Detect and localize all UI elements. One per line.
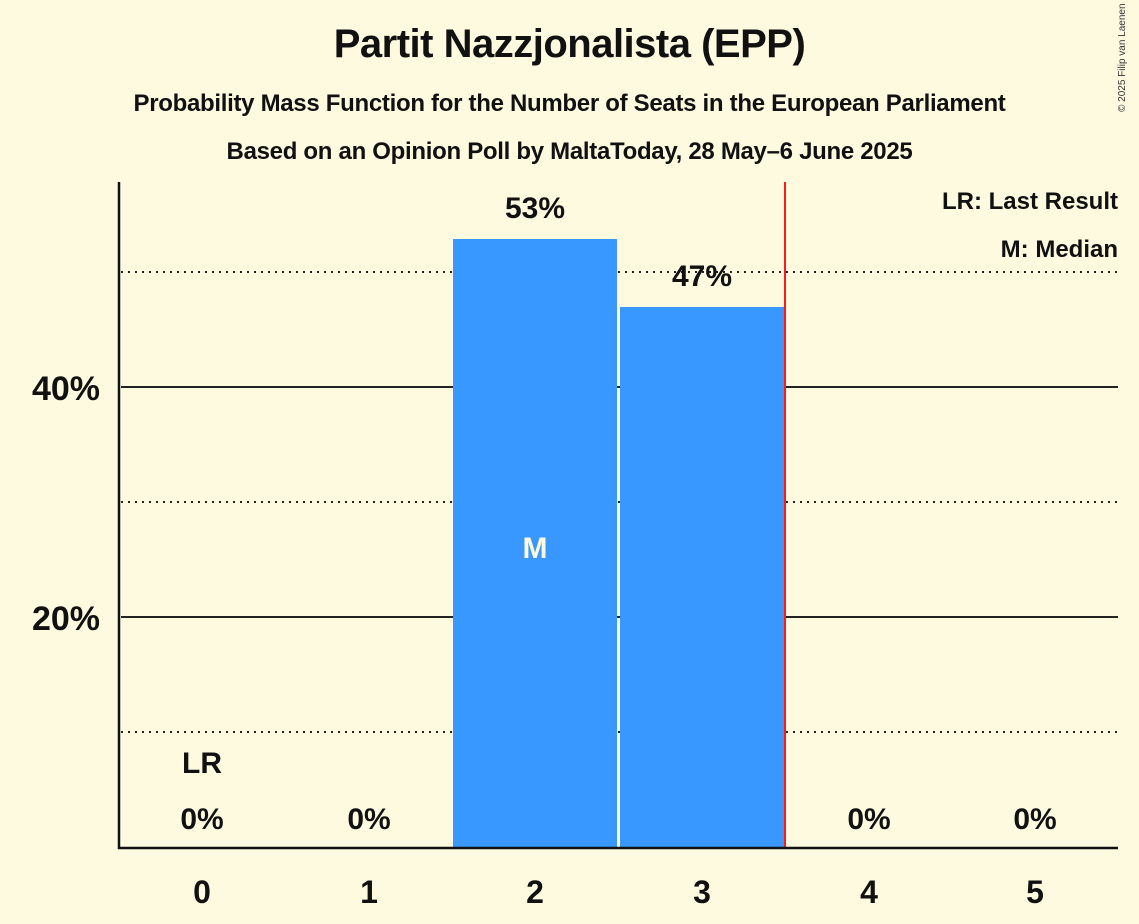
chart-title: Partit Nazzjonalista (EPP) [333,22,806,66]
x-tick-2: 2 [526,874,544,910]
solid-gridlines [121,386,1118,618]
x-tick-4: 4 [860,874,878,910]
value-label-5: 0% [1013,803,1056,836]
last-result-marker: LR [182,747,222,780]
value-label-1: 0% [347,803,390,836]
median-marker: M [523,532,548,565]
y-tick-40: 40% [32,370,100,408]
dotted-gridlines [121,271,1118,733]
x-tick-1: 1 [360,874,378,910]
bar-seats-2 [453,239,617,848]
x-tick-5: 5 [1026,874,1044,910]
x-tick-3: 3 [693,874,711,910]
value-label-0: 0% [180,803,223,836]
legend-last-result: LR: Last Result [942,188,1118,215]
y-tick-20: 20% [32,600,100,638]
value-label-2: 53% [505,192,565,225]
x-tick-0: 0 [193,874,211,910]
chart-source-note: Based on an Opinion Poll by MaltaToday, … [226,138,913,165]
value-label-4: 0% [847,803,890,836]
bar-seats-3 [620,307,784,848]
legend-median: M: Median [1001,236,1118,263]
chart-subtitle: Probability Mass Function for the Number… [133,90,1006,117]
value-label-3: 47% [672,260,732,293]
